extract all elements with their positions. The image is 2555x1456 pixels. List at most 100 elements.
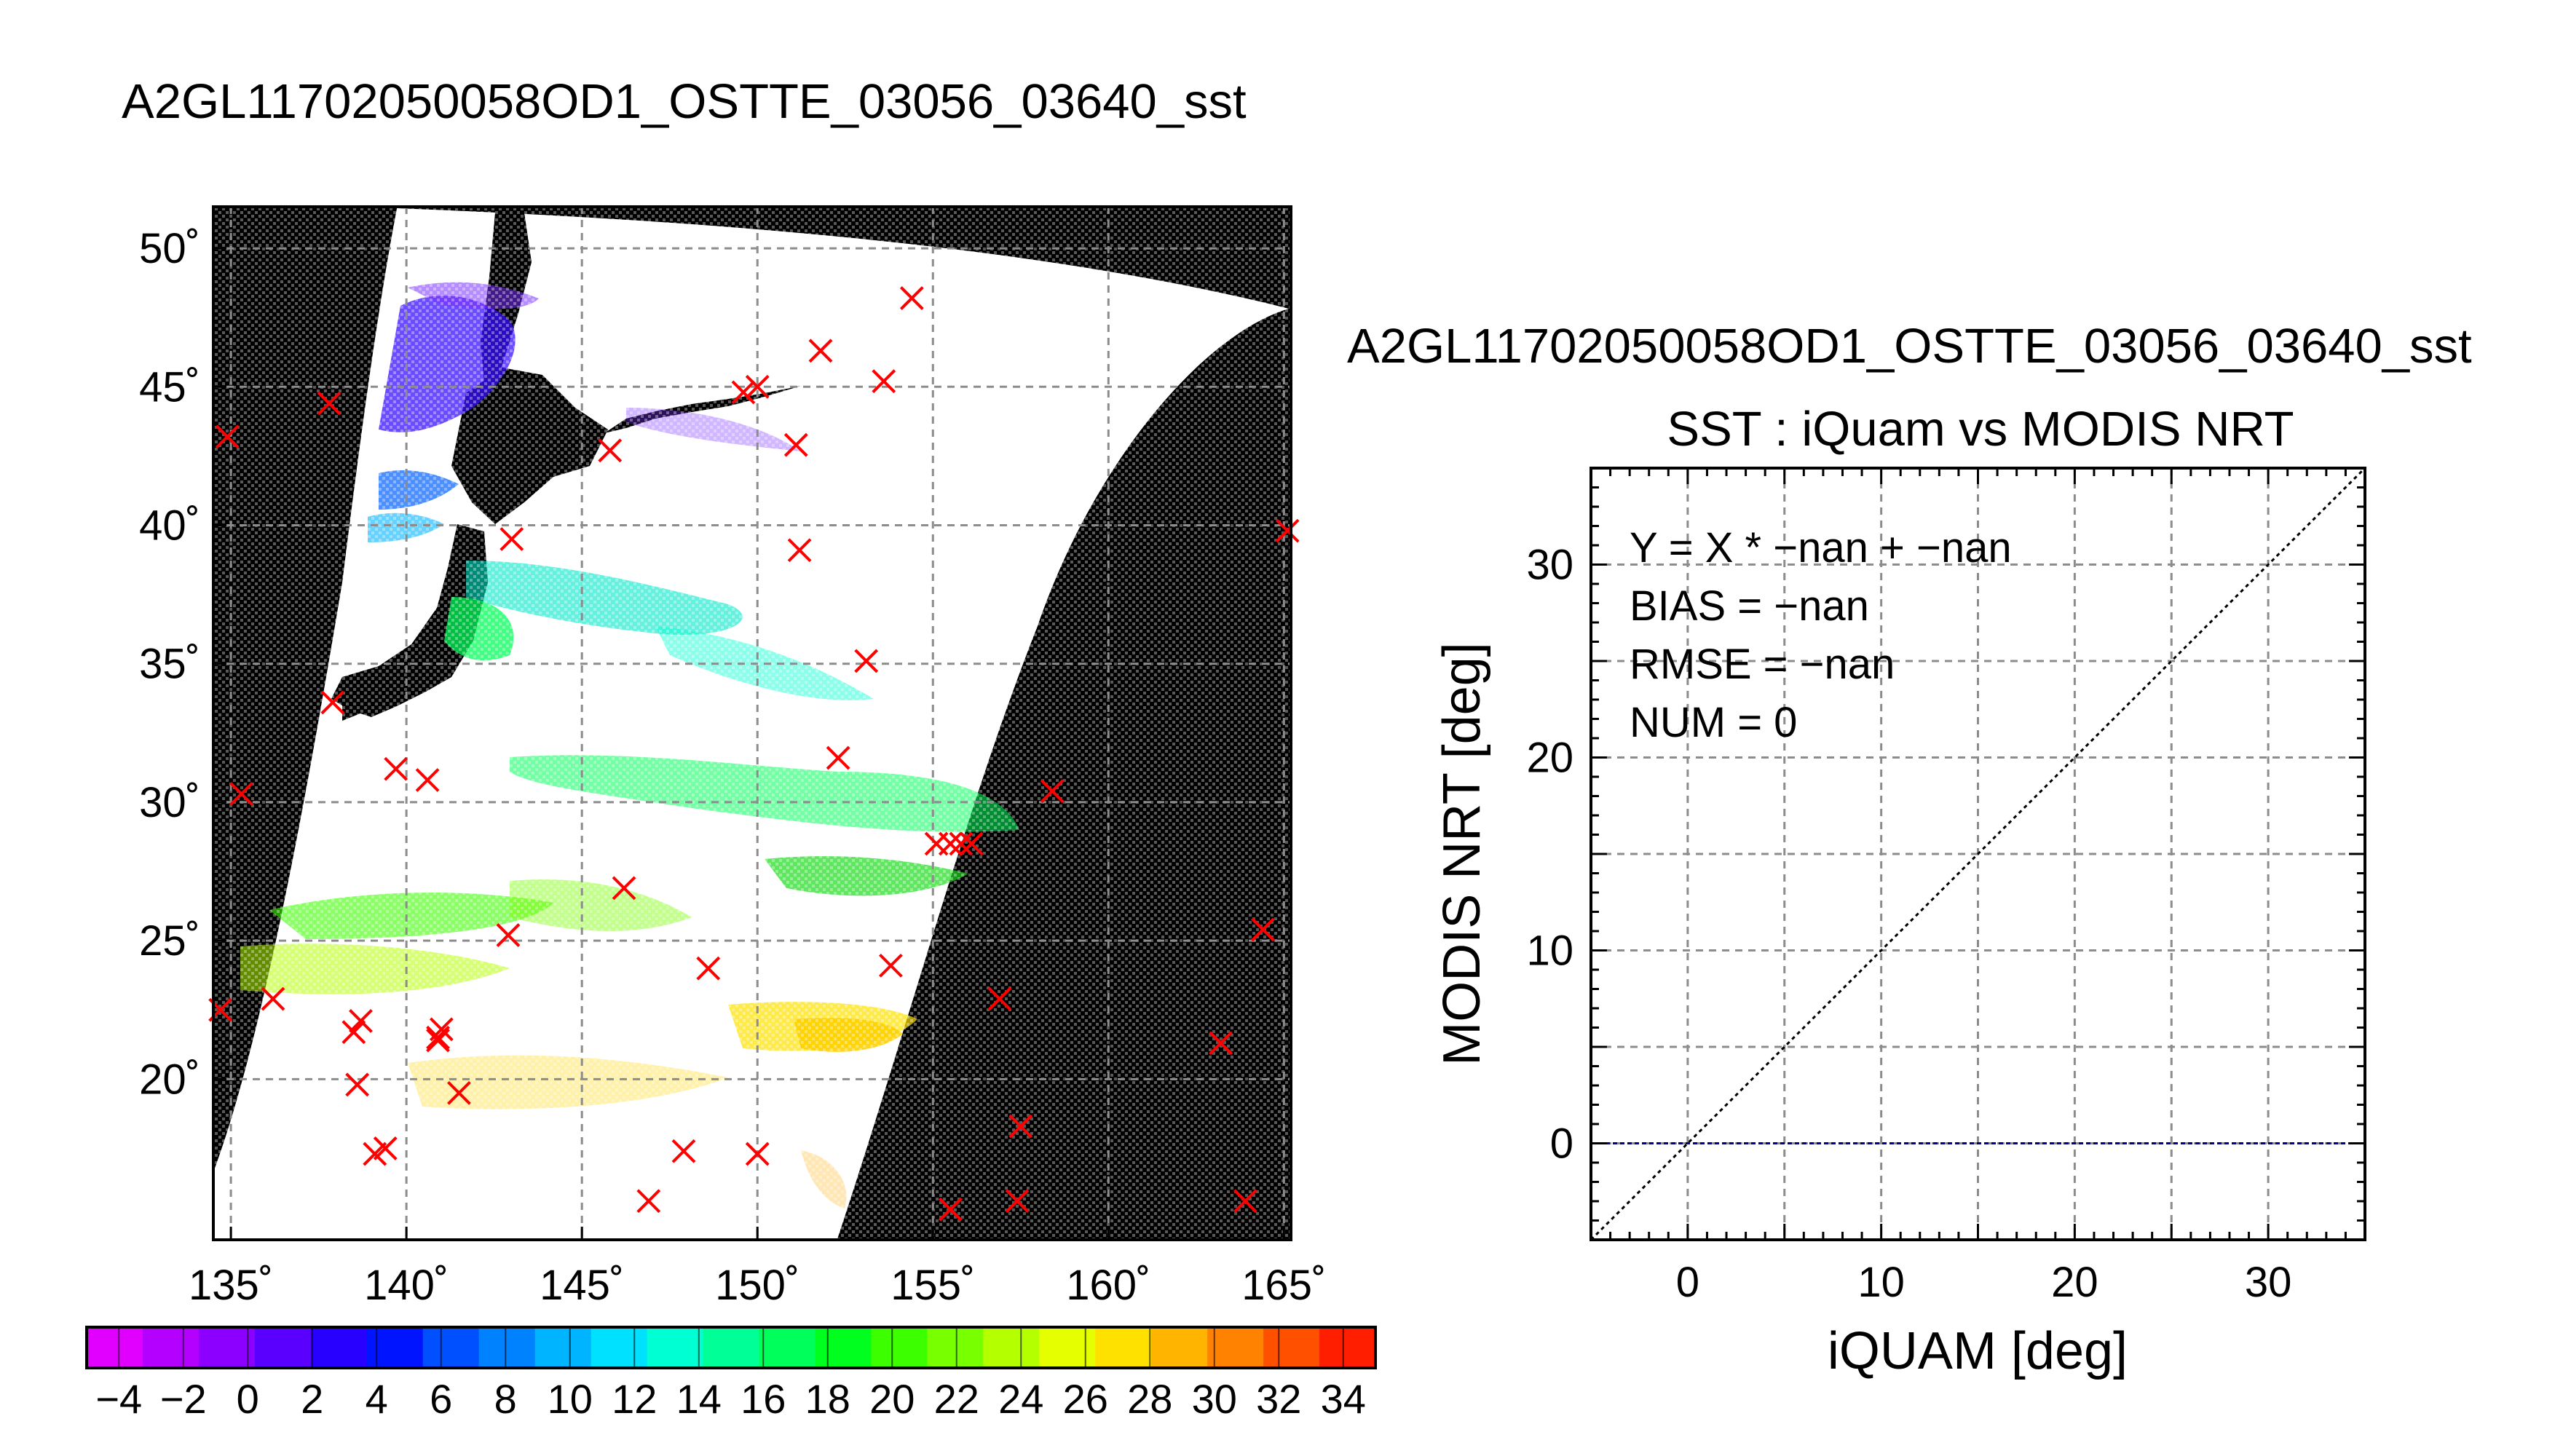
map-y-tick-label: 35˚: [139, 641, 200, 688]
colorbar-tick-label: 8: [494, 1376, 517, 1422]
iquam-marker: [731, 380, 756, 405]
colorbar-tick-label: 0: [237, 1376, 259, 1422]
colorbar-cell: [815, 1327, 872, 1368]
colorbar-frame: [85, 1326, 1377, 1369]
sst-data: [213, 207, 1291, 1240]
colorbar-tick-label: 28: [1127, 1376, 1172, 1422]
map-x-tick-label: 145˚: [540, 1262, 624, 1309]
iquam-marker: [229, 782, 253, 806]
scatter-stats: Y = X * −nan + −nan BIAS = −nan RMSE = −…: [1630, 524, 2012, 746]
colorbar-cell: [759, 1327, 816, 1368]
iquam-marker: [826, 745, 850, 770]
colorbar-ticks: −4 −2 0 2 4 6 8 10 12 14 16 18 20 22 24 26 28 30 32 34: [95, 1327, 1366, 1422]
colorbar-tick-label: 22: [934, 1376, 979, 1422]
map-x-tick-label: 165˚: [1241, 1262, 1326, 1309]
scatter-title: SST : iQuam vs MODIS NRT: [1667, 402, 2294, 456]
iquam-marker: [345, 1072, 370, 1097]
iquam-marker: [1008, 1114, 1033, 1139]
colorbar-cell: [1151, 1327, 1209, 1368]
colorbar-cells: [87, 1327, 1376, 1368]
colorbar-tick-label: 12: [612, 1376, 657, 1422]
colorbar-cell: [1319, 1327, 1376, 1368]
iquam-marker: [938, 1197, 963, 1222]
map-x-tick-label: 150˚: [715, 1262, 799, 1309]
map-x-tick-label: 135˚: [189, 1262, 273, 1309]
iquam-marker: [938, 831, 963, 856]
colorbar-cell: [927, 1327, 984, 1368]
scatter-x-tick-label: 0: [1676, 1259, 1699, 1306]
map-y-tick-label: 40˚: [139, 502, 200, 549]
colorbar-cell: [254, 1327, 312, 1368]
colorbar-tick-label: 34: [1321, 1376, 1366, 1422]
map-plot: 135˚ 140˚ 145˚ 150˚ 155˚ 160˚ 165˚ 20˚ 25˚ 30˚ 35…: [139, 205, 1326, 1309]
iquam-marker: [636, 1189, 661, 1214]
iquam-marker: [1233, 1189, 1257, 1214]
colorbar-cell: [1207, 1327, 1265, 1368]
map-y-tick-label: 50˚: [139, 225, 200, 272]
map-x-tick-label: 160˚: [1066, 1262, 1150, 1309]
colorbar-cell: [478, 1327, 536, 1368]
iquam-marker: [215, 424, 240, 449]
iquam-marker: [745, 1142, 770, 1166]
iquam-marker: [783, 432, 808, 457]
colorbar-cell: [366, 1327, 424, 1368]
colorbar-tick-label: 32: [1256, 1376, 1301, 1422]
iquam-marker: [1251, 917, 1275, 942]
sst-colorbar: −4 −2 0 2 4 6 8 10 12 14 16 18 20 22 24 26 28 30 32 34: [85, 1326, 1377, 1422]
map-gridlines: [213, 207, 1291, 1240]
iquam-marker: [373, 1136, 398, 1160]
stats-count: NUM = 0: [1630, 699, 1797, 746]
colorbar-cell: [983, 1327, 1040, 1368]
iquam-marker: [854, 649, 879, 673]
scatter-y-tick-label: 0: [1550, 1120, 1573, 1168]
iquam-marker: [317, 391, 341, 416]
colorbar-tick-label: 24: [998, 1376, 1043, 1422]
colorbar-cell: [591, 1327, 648, 1368]
iquam-marker: [1040, 779, 1065, 804]
colorbar-tick-label: 6: [430, 1376, 452, 1422]
stats-fit-equation: Y = X * −nan + −nan: [1630, 524, 2012, 571]
iquam-marker: [1005, 1189, 1030, 1214]
iquam-marker: [415, 768, 440, 792]
iquam-marker: [879, 953, 903, 978]
iquam-marker: [696, 956, 721, 981]
scatter-plot: 0 10 20 30 0 10 20 30 Y = X * −nan + −nan BIAS…: [1433, 467, 2366, 1380]
map-title: A2GL11702050058OD1_OSTTE_03056_03640_sst: [122, 74, 1247, 129]
scatter-product-title: A2GL11702050058OD1_OSTTE_03056_03640_sst: [1347, 319, 2472, 373]
colorbar-tick-label: −4: [95, 1376, 142, 1422]
iquam-marker: [787, 538, 812, 563]
colorbar-tick-label: 2: [301, 1376, 323, 1422]
iquam-marker: [426, 1028, 450, 1053]
iquam-marker: [612, 876, 636, 901]
iquam-marker: [1209, 1031, 1233, 1056]
iquam-marker: [949, 831, 974, 856]
map-markers: [208, 286, 1300, 1222]
iquam-marker: [872, 369, 896, 394]
iquam-marker: [808, 339, 833, 363]
scatter-y-tick-label: 10: [1526, 927, 1573, 975]
colorbar-tick-label: 26: [1063, 1376, 1108, 1422]
map-x-tick-label: 155˚: [891, 1262, 975, 1309]
scatter-y-tick-label: 30: [1526, 542, 1573, 589]
colorbar-tick-label: 4: [366, 1376, 388, 1422]
iquam-marker: [499, 527, 524, 551]
colorbar-cell: [1039, 1327, 1097, 1368]
colorbar-cell: [87, 1327, 143, 1368]
colorbar-tick-label: 30: [1192, 1376, 1237, 1422]
one-to-one-line: [1590, 467, 2366, 1241]
colorbar-cell: [703, 1327, 760, 1368]
iquam-marker: [349, 1009, 373, 1033]
colorbar-cell: [310, 1327, 368, 1368]
colorbar-cell: [142, 1327, 200, 1368]
iquam-marker: [426, 1025, 450, 1050]
colorbar-tick-label: 14: [676, 1376, 722, 1422]
map-x-ticks: 135˚ 140˚ 145˚ 150˚ 155˚ 160˚ 165˚: [189, 1227, 1326, 1309]
colorbar-tick-label: 18: [805, 1376, 850, 1422]
scatter-y-ticks: 0 10 20 30: [1526, 542, 1573, 1168]
scatter-x-ticks: 0 10 20 30: [1676, 1259, 2292, 1306]
scatter-x-tick-label: 10: [1857, 1259, 1905, 1306]
iquam-marker: [384, 756, 408, 781]
iquam-marker: [598, 438, 623, 463]
map-x-tick-label: 140˚: [364, 1262, 449, 1309]
